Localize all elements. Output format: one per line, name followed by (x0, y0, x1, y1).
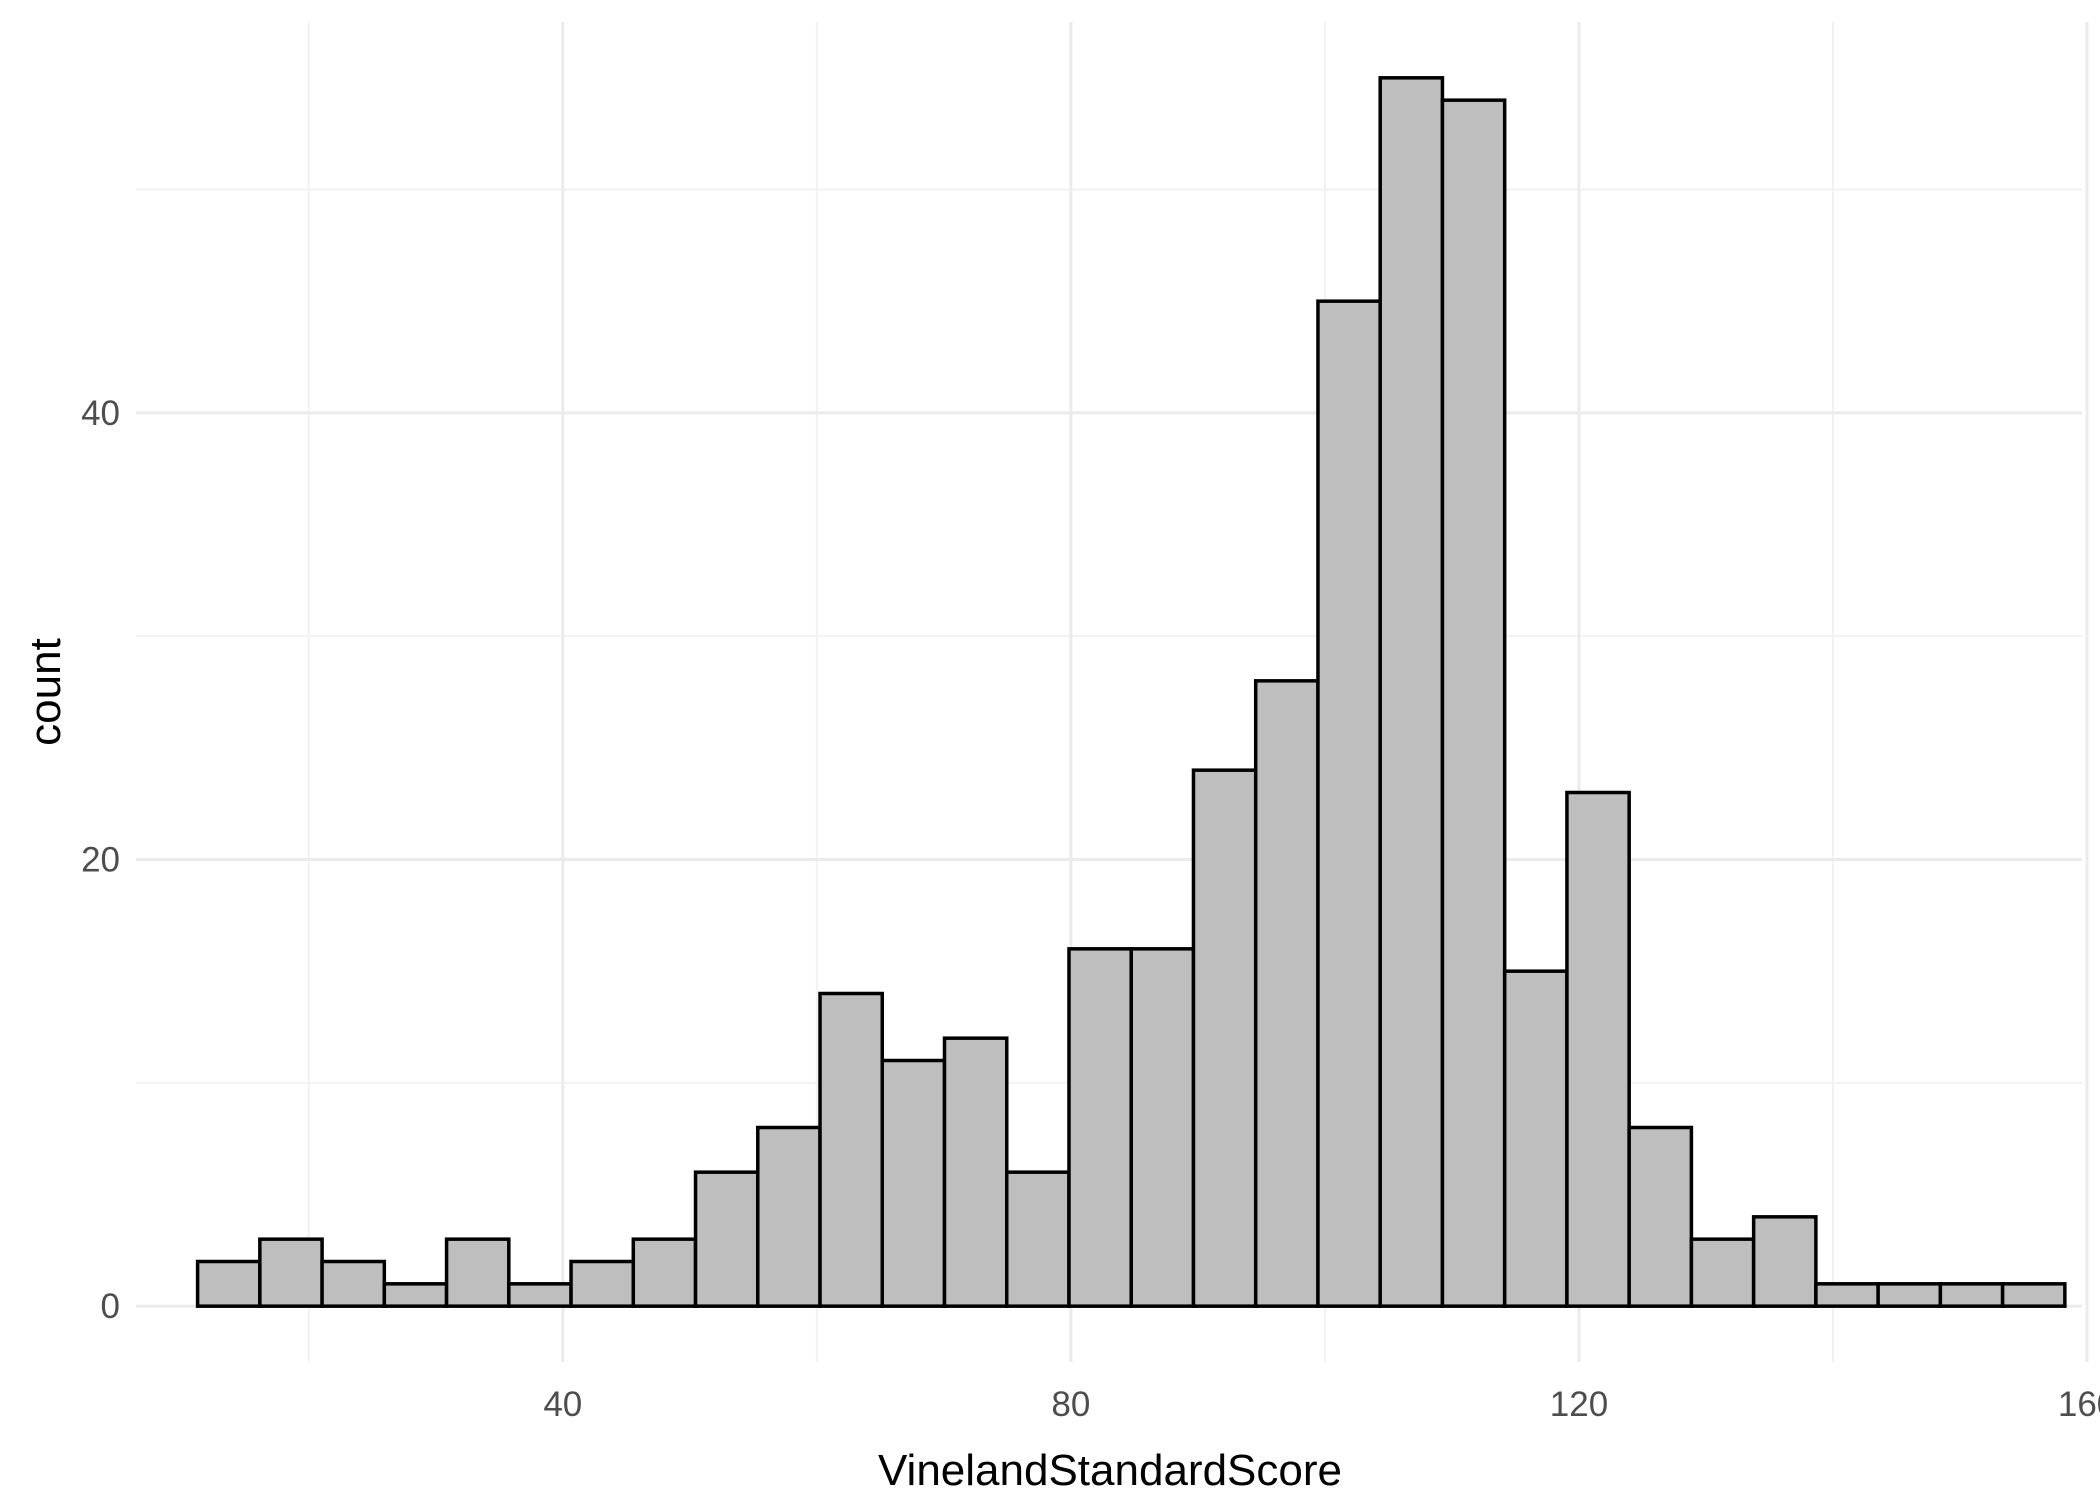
histogram-bar (1938, 1282, 2005, 1308)
x-axis-ticks: 40 80 120 160 (543, 1385, 2100, 1424)
histogram-bar (569, 1259, 636, 1308)
histogram-bar (1004, 1170, 1071, 1308)
histogram-bar (1689, 1237, 1756, 1308)
histogram-bar (1565, 790, 1631, 1308)
histogram-bar (1316, 299, 1382, 1308)
bars (195, 76, 2067, 1308)
x-tick-label: 80 (1051, 1385, 1090, 1424)
histogram-bar (818, 991, 885, 1308)
histogram-bar (1191, 768, 1258, 1308)
histogram-bar (195, 1259, 262, 1308)
histogram-bar (1378, 76, 1445, 1308)
histogram-bar (444, 1237, 511, 1308)
histogram-bar (1502, 969, 1569, 1308)
histogram-bar (1627, 1125, 1694, 1308)
y-tick-label: 40 (81, 394, 120, 433)
y-tick-label: 20 (81, 841, 120, 880)
histogram-bar (507, 1282, 573, 1308)
histogram-bar (1067, 947, 1133, 1308)
histogram-bar (2000, 1282, 2067, 1308)
y-tick-label: 0 (101, 1287, 120, 1326)
histogram-bar (1751, 1215, 1818, 1308)
histogram-bar (693, 1170, 760, 1308)
histogram-bar (1876, 1282, 1943, 1308)
histogram-bar (942, 1036, 1009, 1308)
histogram-bar (382, 1282, 449, 1308)
histogram-bar (258, 1237, 324, 1308)
histogram-bar (631, 1237, 698, 1308)
x-axis-title: VinelandStandardScore (878, 1446, 1342, 1495)
x-tick-label: 160 (2058, 1385, 2100, 1424)
histogram-bar (1440, 98, 1507, 1308)
histogram-bar (1129, 947, 1196, 1308)
y-axis-title: count (21, 638, 70, 746)
histogram-bar (1814, 1282, 1880, 1308)
x-tick-label: 40 (543, 1385, 582, 1424)
histogram-bar (1253, 679, 1320, 1308)
histogram-bar (320, 1259, 387, 1308)
x-tick-label: 120 (1550, 1385, 1608, 1424)
histogram-bar (756, 1125, 822, 1308)
y-axis-ticks: 0 20 40 (81, 394, 120, 1326)
histogram-bar (880, 1058, 947, 1308)
